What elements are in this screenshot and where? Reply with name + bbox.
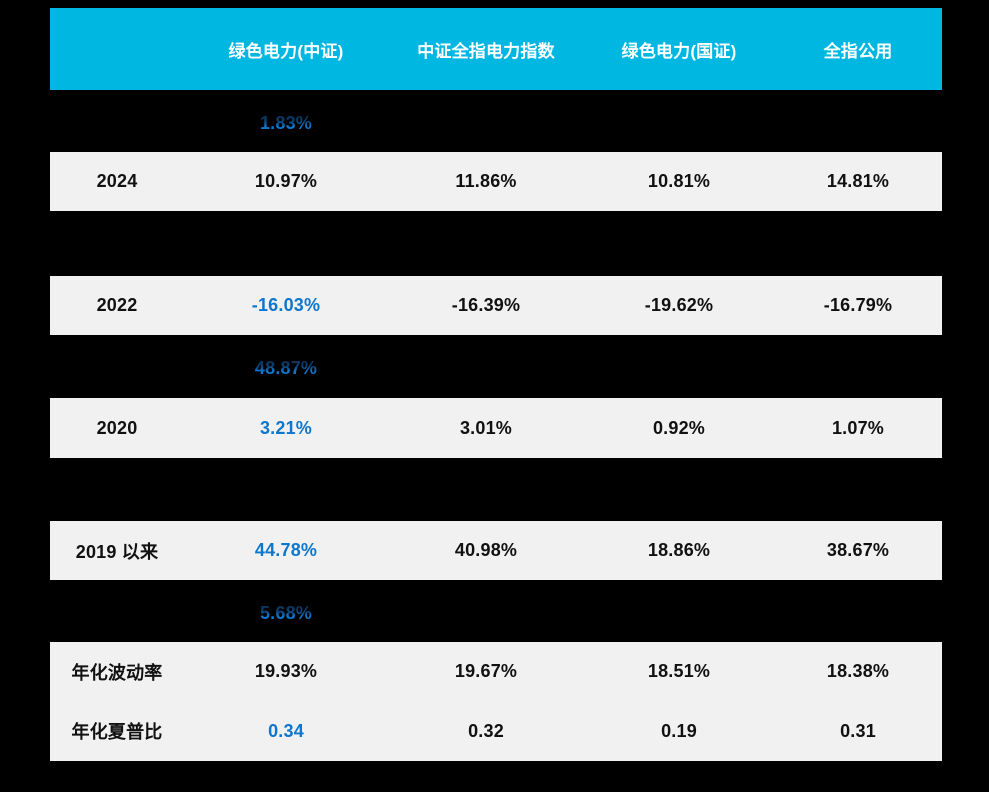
value-green-power-csi: 3.21% xyxy=(259,417,313,438)
value-csi-all-power: -16.39% xyxy=(451,295,521,315)
partial-row-3: 5.68% xyxy=(50,594,942,632)
value-green-power-csi: 10.97% xyxy=(254,171,318,191)
value-all-utilities: 14.81% xyxy=(826,171,890,191)
value-green-power-cni: 0.92% xyxy=(652,417,706,438)
table-header-row: 绿色电力(中证) 中证全指电力指数 绿色电力(国证) 全指公用 xyxy=(50,8,942,90)
column-header-all-utilities: 全指公用 xyxy=(823,41,893,61)
value-csi-all-power: 19.67% xyxy=(454,661,518,682)
row-label: 2019 以来 xyxy=(75,541,159,562)
value-green-power-csi: -16.03% xyxy=(251,295,321,315)
value-green-power-csi: 44.78% xyxy=(254,540,318,560)
table-row-annualized-sharpe: 年化夏普比 0.34 0.32 0.19 0.31 xyxy=(50,702,942,762)
row-label: 年化波动率 xyxy=(71,662,163,683)
partial-row-1: 1.83% xyxy=(50,104,942,142)
table-row-2022: 2022 -16.03% -16.39% -19.62% -16.79% xyxy=(50,276,942,335)
metrics-block: 年化波动率 19.93% 19.67% 18.51% 18.38% 年化夏普比 … xyxy=(50,642,942,761)
value-csi-all-power: 40.98% xyxy=(454,540,518,560)
partial-value-1: 1.83% xyxy=(184,113,388,134)
partial-value-2: 48.87% xyxy=(184,358,388,379)
value-green-power-cni: 18.86% xyxy=(647,540,711,560)
value-csi-all-power: 3.01% xyxy=(459,417,513,438)
value-all-utilities: -16.79% xyxy=(823,295,893,315)
value-all-utilities: 38.67% xyxy=(826,540,890,560)
value-green-power-csi: 19.93% xyxy=(254,661,318,682)
value-green-power-cni: -19.62% xyxy=(644,295,714,315)
row-label: 年化夏普比 xyxy=(71,722,163,743)
value-green-power-csi: 0.34 xyxy=(268,720,304,741)
table-row-2020: 2020 3.21% 3.01% 0.92% 1.07% xyxy=(50,398,942,458)
partial-row-2: 48.87% xyxy=(50,349,942,387)
column-header-green-power-cni: 绿色电力(国证) xyxy=(621,41,737,61)
value-green-power-cni: 10.81% xyxy=(647,171,711,191)
table-row-annualized-volatility: 年化波动率 19.93% 19.67% 18.51% 18.38% xyxy=(50,642,942,702)
partial-value-3: 5.68% xyxy=(184,603,388,624)
row-label: 2024 xyxy=(96,171,138,191)
column-header-green-power-csi: 绿色电力(中证) xyxy=(228,41,344,61)
column-header-csi-all-power-index: 中证全指电力指数 xyxy=(417,41,555,61)
table-row-since-2019: 2019 以来 44.78% 40.98% 18.86% 38.67% xyxy=(50,521,942,580)
table-row-2024: 2024 10.97% 11.86% 10.81% 14.81% xyxy=(50,152,942,211)
value-all-utilities: 18.38% xyxy=(826,661,890,682)
row-label: 2020 xyxy=(96,417,138,438)
value-csi-all-power: 0.32 xyxy=(468,720,504,741)
value-green-power-cni: 18.51% xyxy=(647,661,711,682)
row-label: 2022 xyxy=(96,295,138,315)
value-all-utilities: 1.07% xyxy=(831,417,885,438)
value-green-power-cni: 0.19 xyxy=(661,720,697,741)
value-all-utilities: 0.31 xyxy=(840,720,876,741)
value-csi-all-power: 11.86% xyxy=(455,171,517,191)
